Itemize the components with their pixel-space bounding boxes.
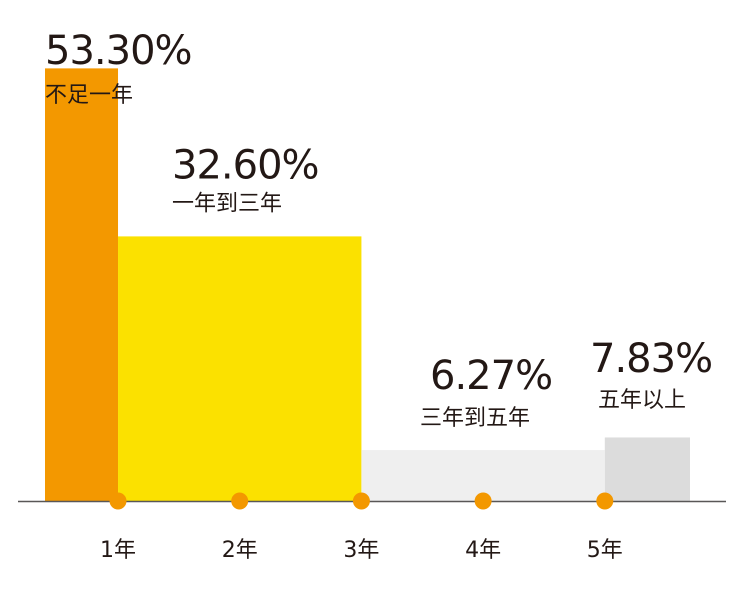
value-label-1: 53.30% [45,28,192,74]
category-label-1: 不足一年 [45,83,133,108]
bar-4 [604,437,690,501]
tick-marker-4 [474,492,492,510]
value-label-2: 32.60% [172,142,319,188]
tick-marker-2 [231,492,249,510]
tick-label-5: 5年 [587,538,623,563]
value-label-4: 7.83% [590,336,712,382]
tick-label-3: 3年 [343,538,379,563]
category-label-4: 五年以上 [598,388,686,413]
tick-labels-group: 1年 2年 3年 4年 5年 [100,538,623,563]
tick-markers-group [109,492,614,510]
category-label-3: 三年到五年 [420,406,530,431]
bar-2 [118,236,362,501]
labels-group: 53.30% 不足一年 32.60% 一年到三年 6.27% 三年到五年 7.83% 五年以上 [45,28,713,431]
tick-label-4: 4年 [465,538,501,563]
bars-group [45,68,690,502]
tick-label-2: 2年 [222,538,258,563]
bar-1 [45,68,119,502]
tick-label-1: 1年 [100,538,136,563]
category-label-2: 一年到三年 [172,191,282,216]
tick-marker-5 [596,492,614,510]
tick-marker-1 [109,492,127,510]
tick-marker-3 [352,492,370,510]
value-label-3: 6.27% [430,353,552,399]
